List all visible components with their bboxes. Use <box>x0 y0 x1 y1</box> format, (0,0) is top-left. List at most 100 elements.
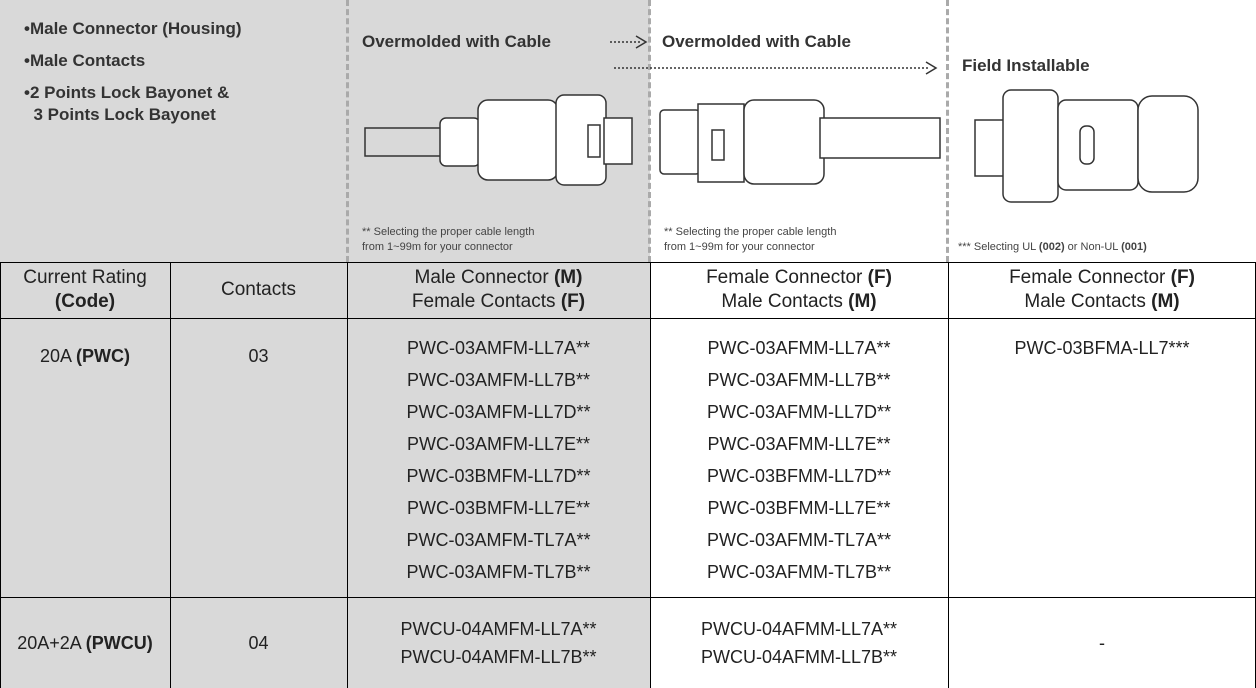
feature-line: •Male Connector (Housing) <box>24 19 242 38</box>
text: PWC-03BFMM-LL7E** <box>707 498 891 518</box>
text-line: ** Selecting the proper cable length <box>664 225 836 240</box>
text: PWC-03AFMM-TL7A** <box>706 530 892 550</box>
text-line: PWC-03AFMM-TL7B** <box>707 556 891 588</box>
text: 03 <box>248 346 269 366</box>
separator <box>648 0 651 262</box>
feature-line: 3 Points Lock Bayonet <box>24 105 216 124</box>
text-line: (Code) <box>55 290 115 314</box>
text: (M) <box>553 267 583 288</box>
table-cell: PWCU-04AFMM-LL7A** PWCU-04AFMM-LL7B** <box>650 597 948 688</box>
text-line: PWCU-04AMFM-LL7A** <box>400 615 596 643</box>
text: from 1~99m for your connector <box>362 241 513 253</box>
text: ** Selecting the proper cable length <box>362 226 535 238</box>
text-line: 04 <box>248 629 268 657</box>
text: Male Connector <box>414 267 554 288</box>
text: PWC-03BFMM-LL7D** <box>706 466 892 486</box>
text-line: 20A+2A (PWCU) <box>17 629 153 657</box>
text: PWC-03AFMM-LL7D** <box>706 402 892 422</box>
text: (F) <box>867 267 892 288</box>
column-border <box>347 262 348 688</box>
text-line: Male Contacts (M) <box>721 290 876 314</box>
text-line: *** Selecting UL (002) or Non-UL (001) <box>958 240 1147 255</box>
text: (002) <box>1038 241 1065 253</box>
text-line: PWC-03AMFM-TL7A** <box>406 524 590 556</box>
text: PWC-03AMFM-TL7B** <box>406 562 591 582</box>
text: (F) <box>1170 267 1195 288</box>
text: PWC-03BFMA-LL7*** <box>1014 338 1190 358</box>
text-line: PWC-03BFMM-LL7E** <box>707 492 890 524</box>
header-cell: Male Connector (M) Female Contacts (F) <box>347 262 650 318</box>
table-cell: 20A (PWC) <box>0 318 170 597</box>
text-line: Male Connector (M) <box>415 266 583 290</box>
text-line: PWC-03AMFM-LL7A** <box>407 332 590 364</box>
feature-line: •2 Points Lock Bayonet & <box>24 83 230 102</box>
row-border <box>0 262 1256 263</box>
text: 04 <box>248 632 269 653</box>
text-line: PWC-03AFMM-LL7B** <box>707 364 890 396</box>
panel-title: Field Installable <box>962 56 1090 75</box>
header-cell: Current Rating (Code) <box>0 262 170 318</box>
text-line: Female Connector (F) <box>706 266 892 290</box>
text: PWC-03BMFM-LL7E** <box>406 498 591 518</box>
text: PWC-03AMFM-TL7A** <box>406 530 591 550</box>
panel-note: *** Selecting UL (002) or Non-UL (001) <box>958 240 1147 255</box>
header-cell: Contacts <box>170 262 347 318</box>
column-border <box>948 262 949 688</box>
text: PWCU-04AFMM-LL7A** <box>700 618 898 639</box>
table-cell: PWC-03AMFM-LL7A** PWC-03AMFM-LL7B** PWC-03… <box>347 318 650 597</box>
text-line: PWC-03AMFM-TL7B** <box>406 556 590 588</box>
text: PWC-03AMFM-LL7D** <box>406 402 591 422</box>
text: (Code) <box>54 291 116 312</box>
panel-note: ** Selecting the proper cable length from… <box>664 225 836 255</box>
text: - <box>1099 632 1105 653</box>
text-line: PWC-03AMFM-LL7E** <box>407 428 590 460</box>
text: ** Selecting the proper cable length <box>664 226 837 238</box>
text-line: PWC-03AFMM-LL7D** <box>707 396 891 428</box>
table-cell: 04 <box>170 597 347 688</box>
text-line: from 1~99m for your connector <box>664 240 836 255</box>
text: (PWCU) <box>85 632 153 653</box>
text: Male Contacts <box>721 291 849 312</box>
table-cell: - <box>948 597 1256 688</box>
text: (001) <box>1121 241 1147 253</box>
text-line: Male Contacts (M) <box>1024 290 1179 314</box>
feature-item: •Male Contacts <box>24 50 242 72</box>
text-line: PWCU-04AMFM-LL7B** <box>400 643 596 671</box>
feature-line: •Male Contacts <box>24 51 146 70</box>
text: PWC-03AFMM-LL7B** <box>707 370 891 390</box>
table-cell: PWCU-04AMFM-LL7A** PWCU-04AMFM-LL7B** <box>347 597 650 688</box>
feature-list: •Male Connector (Housing) •Male Contacts •… <box>24 18 242 136</box>
text-line: PWC-03BMFM-LL7E** <box>407 492 590 524</box>
text-line: Current Rating <box>23 266 147 290</box>
row-border <box>0 318 1256 319</box>
text-line: PWC-03AFMM-TL7A** <box>707 524 891 556</box>
panel-note: ** Selecting the proper cable length from… <box>362 225 534 255</box>
table-cell: 20A+2A (PWCU) <box>0 597 170 688</box>
text: (PWC) <box>76 346 131 366</box>
column-border <box>0 262 1 688</box>
text-line: Female Connector (F) <box>1009 266 1195 290</box>
illustrations <box>364 35 1199 203</box>
table-cell: PWC-03AFMM-LL7A** PWC-03AFMM-LL7B** PWC-03… <box>650 318 948 597</box>
text-line: PWC-03AFMM-LL7A** <box>707 332 890 364</box>
text-line: PWC-03AMFM-LL7B** <box>407 364 590 396</box>
feature-item: •Male Connector (Housing) <box>24 18 242 40</box>
text-line: - <box>1099 629 1105 657</box>
text: PWC-03AMFM-LL7A** <box>406 338 591 358</box>
text: PWC-03BMFM-LL7D** <box>406 466 591 486</box>
text-line: 03 <box>248 340 268 372</box>
text: Female Connector <box>706 267 868 288</box>
text: PWCU-04AMFM-LL7A** <box>400 618 597 639</box>
table-cell: PWC-03BFMA-LL7*** <box>948 318 1256 597</box>
column-border <box>170 262 171 688</box>
text-line: PWC-03AFMM-LL7E** <box>707 428 890 460</box>
text-line: PWCU-04AFMM-LL7A** <box>701 615 897 643</box>
text: Contacts <box>221 279 296 300</box>
panel-title: Overmolded with Cable <box>362 32 551 51</box>
text: 20A <box>39 346 77 366</box>
text: PWC-03AFMM-LL7E** <box>707 434 891 454</box>
column-border <box>650 262 651 688</box>
text: or Non-UL <box>1064 241 1122 253</box>
text-line: ** Selecting the proper cable length <box>362 225 534 240</box>
